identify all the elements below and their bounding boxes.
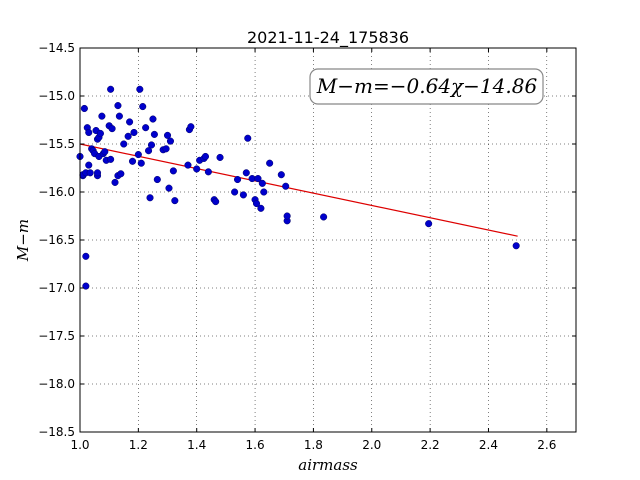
data-point — [187, 123, 195, 131]
data-point — [150, 130, 158, 138]
y-tick-label: −16.0 — [38, 185, 75, 199]
axis-ticks: 1.0 1.2 1.4 1.6 1.8 2.0 2.2 2.4 2.6 −14.5 −15.0 −15… — [38, 41, 576, 452]
data-point — [107, 85, 115, 93]
data-point — [153, 175, 161, 184]
data-point — [149, 115, 157, 123]
data-point — [184, 161, 192, 169]
data-point — [320, 213, 328, 221]
data-point — [98, 112, 106, 120]
annotation-text: M−m=−0.64χ−14.86 — [316, 74, 538, 98]
data-point — [283, 212, 291, 220]
x-tick-label: 2.4 — [479, 438, 498, 452]
y-tick-label: −18.0 — [38, 377, 75, 391]
y-axis-label: M−m — [14, 219, 32, 262]
data-point — [163, 131, 172, 139]
data-point — [204, 168, 212, 176]
annotation-box — [309, 68, 544, 105]
data-point — [85, 128, 93, 137]
data-point — [128, 157, 137, 165]
chart-title: 2021-11-24_175836 — [247, 28, 409, 48]
data-point — [101, 148, 109, 156]
data-point — [242, 169, 250, 177]
x-tick-label: 2.6 — [537, 438, 556, 452]
data-point — [166, 137, 174, 145]
data-point — [82, 282, 90, 290]
data-point — [257, 204, 265, 212]
x-tick-label: 1.8 — [304, 438, 323, 452]
fit-layer — [79, 143, 518, 237]
data-point — [193, 165, 201, 173]
data-point — [142, 124, 150, 132]
data-point — [258, 179, 266, 187]
data-point — [260, 188, 268, 196]
data-point — [254, 175, 262, 183]
y-tick-label: −15.0 — [38, 89, 75, 103]
data-point — [96, 129, 104, 137]
data-point — [124, 132, 132, 140]
x-tick-label: 2.0 — [362, 438, 381, 452]
y-tick-label: −18.5 — [38, 425, 75, 439]
y-tick-label: −17.0 — [38, 281, 75, 295]
data-point — [234, 175, 242, 184]
data-point — [244, 134, 252, 142]
data-point — [117, 170, 125, 178]
data-point — [212, 198, 220, 206]
x-axis-label: airmass — [298, 456, 358, 474]
data-point — [115, 112, 123, 120]
y-tick-label: −14.5 — [38, 41, 75, 55]
x-tick-label: 1.0 — [70, 438, 89, 452]
data-point — [282, 182, 290, 190]
data-point — [82, 252, 90, 260]
data-point — [126, 118, 134, 126]
data-point — [134, 151, 142, 159]
data-point — [139, 103, 147, 111]
data-point — [512, 242, 520, 250]
data-point — [169, 167, 177, 175]
x-tick-label: 1.4 — [187, 438, 206, 452]
data-point — [162, 145, 170, 153]
fit-annotation: M−m=−0.64χ−14.86 — [309, 68, 544, 105]
data-point — [145, 147, 153, 155]
data-point — [80, 104, 88, 113]
data-point — [137, 159, 145, 167]
data-point — [146, 194, 154, 202]
data-point — [252, 199, 261, 208]
data-point — [120, 140, 128, 148]
data-point — [266, 159, 274, 167]
data-point — [114, 102, 122, 110]
data-point — [165, 184, 173, 192]
y-tick-label: −16.5 — [38, 233, 75, 247]
y-tick-label: −17.5 — [38, 329, 75, 343]
data-point — [277, 171, 285, 179]
x-tick-label: 1.2 — [129, 438, 148, 452]
data-point — [171, 197, 179, 205]
data-point — [130, 128, 138, 137]
data-point — [85, 161, 93, 169]
data-point — [201, 152, 210, 161]
data-point — [108, 125, 116, 133]
data-point — [425, 220, 433, 228]
y-tick-label: −15.5 — [38, 137, 75, 151]
x-tick-label: 2.2 — [421, 438, 440, 452]
x-tick-label: 1.6 — [246, 438, 265, 452]
data-point — [239, 191, 247, 199]
data-points — [76, 85, 520, 290]
data-point — [216, 153, 224, 161]
data-point — [111, 178, 119, 186]
data-point — [93, 169, 102, 177]
data-point — [86, 169, 94, 177]
data-point — [147, 141, 156, 149]
data-point — [231, 188, 239, 196]
data-point — [136, 85, 144, 93]
fit-line — [79, 143, 518, 237]
data-point — [107, 155, 115, 163]
